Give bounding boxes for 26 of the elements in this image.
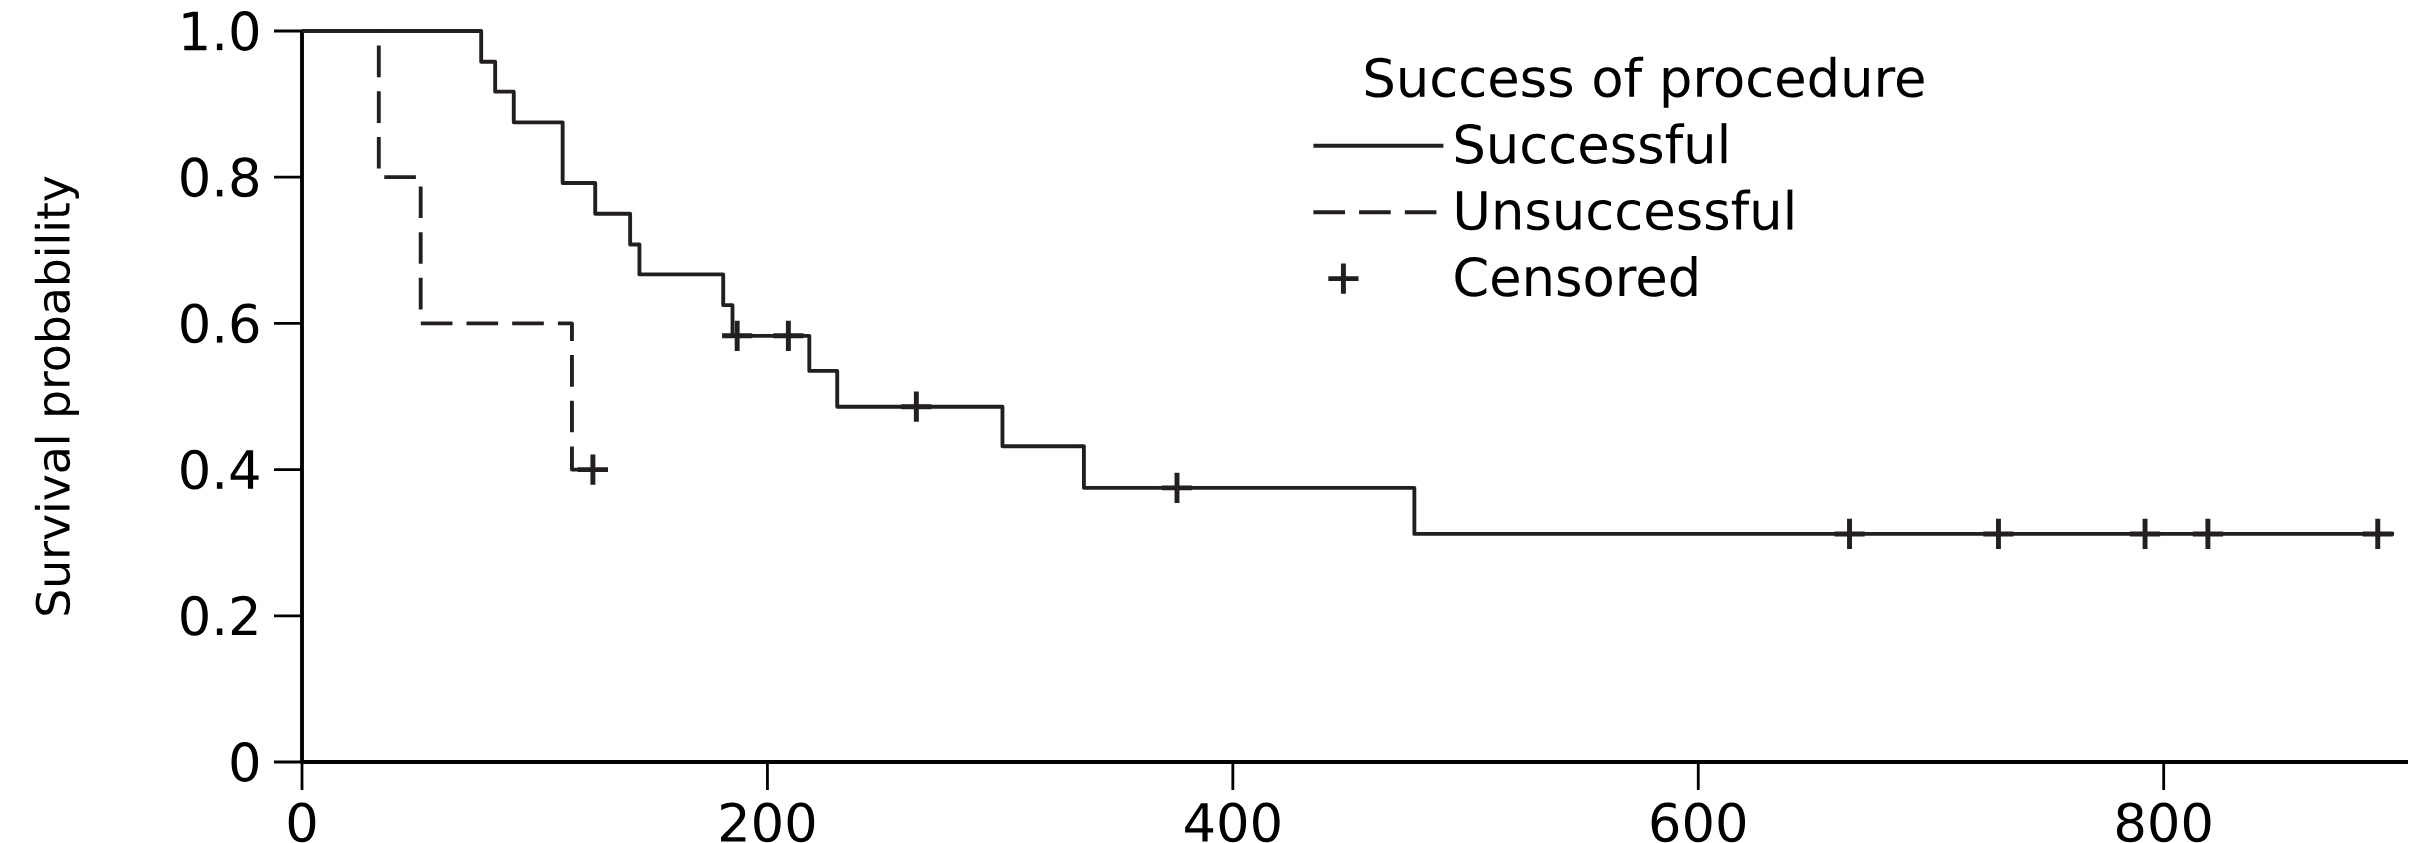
- y-tick-label: 0: [231, 742, 259, 782]
- x-tick-label: 600: [1651, 802, 1746, 843]
- legend-title: Success of procedure: [1365, 56, 1924, 108]
- legend-label: Successful: [1455, 123, 1727, 164]
- point: [773, 320, 804, 351]
- x-tick-label: 400: [1185, 802, 1280, 843]
- point: [1161, 472, 1193, 503]
- point: [577, 454, 609, 485]
- point: [2192, 518, 2224, 550]
- y-tick-label: 0.4: [181, 449, 259, 490]
- point: [2362, 518, 2393, 550]
- legend-label: Censored: [1455, 256, 1697, 297]
- point: [2129, 518, 2161, 550]
- y-tick-label: 0.6: [181, 303, 259, 344]
- y-axis-title: Survival probability: [34, 176, 79, 615]
- point: [901, 391, 932, 422]
- y-tick-label: 1.0: [183, 11, 259, 51]
- x-tick-label: 200: [720, 802, 815, 843]
- y-tick-label: 0.2: [181, 595, 257, 636]
- x-tick-label: 0: [288, 802, 316, 843]
- y-tick-label: 0.8: [181, 157, 258, 198]
- x-tick-label: 800: [2116, 802, 2211, 843]
- point: [1983, 518, 2014, 550]
- legend-label: Unsuccessful: [1456, 189, 1793, 231]
- point: [1834, 518, 1865, 550]
- point: [722, 320, 753, 351]
